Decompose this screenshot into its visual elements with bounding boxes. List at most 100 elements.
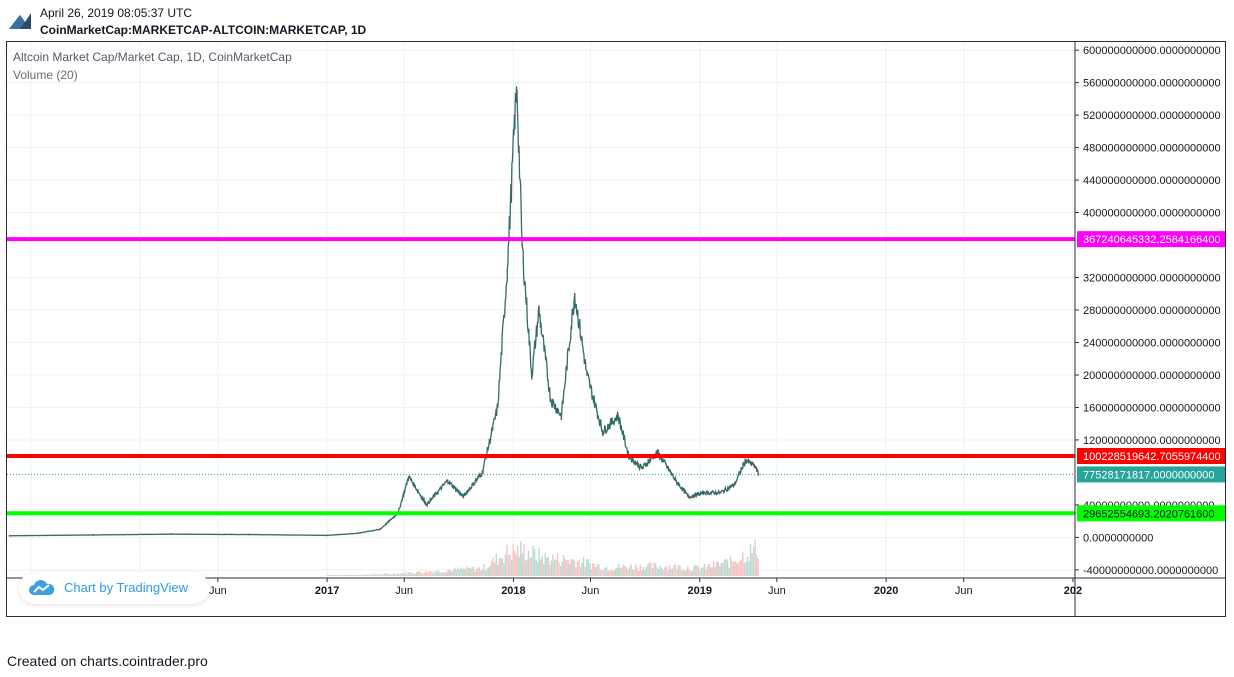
volume-bar bbox=[389, 574, 392, 576]
volume-bar bbox=[610, 570, 612, 576]
volume-bar bbox=[432, 573, 435, 576]
volume-bar bbox=[437, 569, 439, 576]
volume-bar bbox=[412, 573, 415, 576]
volume-bar bbox=[553, 559, 556, 576]
volume-bar bbox=[340, 575, 343, 576]
volume-bar bbox=[639, 564, 641, 576]
axis-level-badge bbox=[1077, 447, 1225, 464]
volume-bar bbox=[561, 561, 563, 576]
price-point bbox=[516, 89, 518, 92]
volume-bar bbox=[475, 568, 478, 576]
volume-bar bbox=[605, 567, 608, 576]
volume-bar bbox=[474, 571, 476, 576]
volume-bar bbox=[654, 563, 657, 576]
volume-bar bbox=[706, 565, 709, 576]
volume-bar bbox=[737, 563, 739, 576]
volume-bar bbox=[541, 556, 543, 576]
time-tick-label: Jun bbox=[582, 585, 600, 597]
price-series-line bbox=[8, 86, 760, 537]
volume-bar bbox=[659, 565, 661, 576]
volume-bar bbox=[740, 559, 743, 576]
volume-bar bbox=[339, 575, 341, 576]
volume-bar bbox=[347, 574, 349, 576]
tradingview-logo-icon bbox=[9, 13, 31, 29]
price-point bbox=[560, 414, 563, 417]
volume-bar bbox=[576, 561, 579, 576]
volume-bar bbox=[366, 575, 369, 576]
volume-bar bbox=[409, 572, 412, 576]
volume-bar bbox=[702, 567, 704, 576]
volume-bar bbox=[438, 571, 441, 576]
volume-legend: Volume (20) bbox=[13, 68, 78, 82]
price-tick-label: 320000000000.0000000000 bbox=[1083, 273, 1221, 285]
volume-bar bbox=[680, 570, 683, 576]
chart-header: April 26, 2019 08:05:37 UTC CoinMarketCa… bbox=[0, 0, 1234, 40]
volume-bar bbox=[660, 567, 663, 576]
price-chart[interactable]: 600000000000.0000000000 560000000000.0000… bbox=[7, 42, 1226, 617]
price-tick-label: 560000000000.0000000000 bbox=[1083, 78, 1221, 90]
volume-bar bbox=[351, 575, 353, 576]
volume-bar bbox=[539, 559, 542, 576]
volume-bar bbox=[573, 560, 576, 576]
chart-area[interactable]: 600000000000.0000000000 560000000000.0000… bbox=[6, 41, 1226, 617]
time-tick-label: 2018 bbox=[501, 585, 525, 597]
volume-bar bbox=[700, 568, 703, 576]
volume-bar bbox=[648, 562, 651, 576]
volume-bar bbox=[693, 566, 695, 576]
price-tick-label: 600000000000.0000000000 bbox=[1083, 45, 1221, 57]
volume-bar bbox=[327, 575, 329, 576]
volume-bar bbox=[685, 569, 687, 576]
volume-bar bbox=[521, 553, 524, 576]
volume-bar bbox=[754, 539, 756, 576]
volume-bar bbox=[656, 567, 658, 576]
volume-bar bbox=[729, 555, 732, 576]
tradingview-badge[interactable]: Chart by TradingView bbox=[19, 572, 209, 604]
price-tick-label: 480000000000.0000000000 bbox=[1083, 143, 1221, 155]
volume-bar bbox=[696, 565, 698, 576]
volume-bar bbox=[445, 572, 447, 576]
volume-bar bbox=[500, 558, 502, 576]
volume-bar bbox=[604, 567, 606, 576]
volume-bar bbox=[463, 568, 465, 576]
volume-bar bbox=[599, 570, 602, 576]
price-point bbox=[703, 491, 706, 494]
volume-bar bbox=[428, 570, 430, 576]
time-tick-label: 2017 bbox=[315, 585, 339, 597]
price-tick-label: 200000000000.0000000000 bbox=[1083, 370, 1221, 382]
volume-bar bbox=[691, 571, 694, 576]
volume-bar bbox=[711, 567, 713, 576]
volume-bar bbox=[585, 559, 588, 576]
volume-bar bbox=[602, 570, 605, 576]
volume-bar bbox=[581, 562, 583, 576]
time-tick-label: Jun bbox=[395, 585, 413, 597]
price-tick-label: 440000000000.0000000000 bbox=[1083, 175, 1221, 187]
axis-level-badge bbox=[1077, 505, 1225, 522]
volume-bar bbox=[434, 571, 436, 576]
axis-level-badge bbox=[1077, 466, 1225, 483]
volume-bar bbox=[582, 556, 585, 576]
volume-bar bbox=[697, 566, 700, 576]
volume-bar bbox=[624, 565, 626, 576]
volume-bar bbox=[517, 545, 519, 576]
volume-bar bbox=[524, 560, 527, 576]
volume-bar bbox=[429, 571, 432, 576]
volume-bar bbox=[734, 561, 736, 576]
price-tick-label: -40000000000.0000000000 bbox=[1083, 565, 1218, 577]
volume-bar bbox=[380, 573, 383, 576]
volume-bar bbox=[630, 564, 632, 576]
volume-bar bbox=[374, 574, 376, 576]
volume-bar bbox=[587, 559, 589, 576]
volume-bar bbox=[334, 575, 337, 576]
volume-bar bbox=[396, 574, 398, 576]
volume-bar bbox=[512, 544, 514, 576]
snapshot-date: April 26, 2019 08:05:37 UTC bbox=[40, 6, 193, 20]
volume-bar bbox=[628, 567, 631, 576]
volume-bar bbox=[503, 562, 505, 576]
volume-bar bbox=[530, 557, 533, 576]
volume-bar bbox=[397, 573, 399, 576]
volume-bar bbox=[667, 570, 669, 576]
volume-bar bbox=[386, 573, 389, 576]
volume-bar bbox=[443, 571, 445, 576]
volume-bar bbox=[745, 562, 747, 576]
volume-bar bbox=[590, 569, 592, 576]
